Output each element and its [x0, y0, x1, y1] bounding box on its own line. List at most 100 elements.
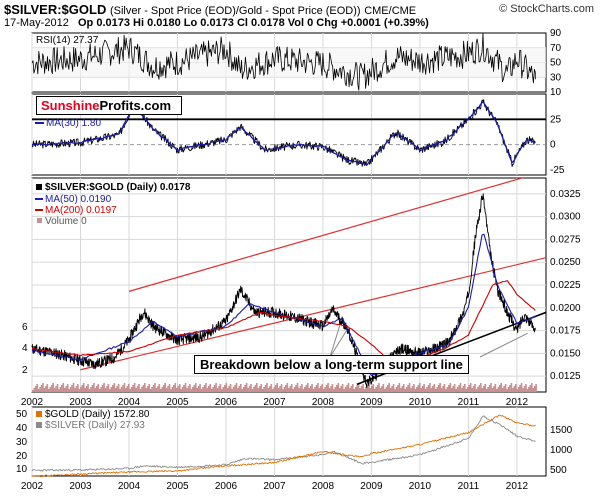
volume-bar: [344, 387, 347, 392]
volume-bar: [416, 387, 418, 392]
volume-bar: [247, 388, 249, 392]
volume-bar: [372, 384, 375, 392]
volume-bar: [212, 387, 214, 392]
volume-bar: [135, 388, 137, 392]
volume-bar: [36, 384, 38, 392]
volume-bar: [373, 389, 376, 392]
volume-bar: [116, 386, 118, 392]
volume-bar: [449, 383, 452, 392]
chart-subtitle: (Silver - Spot Price (EOD)/Gold - Spot P…: [109, 5, 361, 17]
volume-bar: [516, 389, 519, 392]
price-tick-label: 0.0175: [550, 326, 581, 337]
volume-bar: [392, 384, 395, 392]
volume-bar: [283, 387, 286, 392]
volume-bar: [510, 383, 513, 392]
volume-bar: [312, 389, 315, 392]
volume-bar: [221, 389, 223, 392]
volume-bar: [321, 384, 324, 392]
volume-bar: [385, 387, 388, 392]
rsi-tick-label: 10: [550, 87, 562, 98]
volume-bar: [359, 388, 361, 392]
volume-bar: [107, 384, 110, 392]
volume-bar: [155, 388, 158, 392]
volume-bar: [88, 389, 91, 392]
volume-bar: [452, 386, 455, 392]
volume-bar: [417, 385, 420, 392]
silver-tick-label: 10: [16, 464, 28, 475]
volume-bar: [192, 387, 194, 392]
volume-bar: [71, 385, 73, 392]
x-tick-label: 2003: [69, 481, 92, 492]
volume-bar: [184, 383, 187, 392]
volume-bar: [494, 384, 497, 392]
volume-bar: [187, 386, 190, 392]
volume-bar: [464, 384, 466, 392]
volume-bar: [224, 385, 226, 392]
volume-bar: [199, 384, 201, 392]
volume-bar: [171, 387, 174, 392]
volume-bar: [337, 383, 340, 392]
volume-bar: [53, 388, 56, 392]
x-tick-label: 2002: [21, 397, 44, 408]
volume-bar: [397, 385, 399, 392]
volume-bar: [74, 388, 76, 392]
volume-bar: [160, 389, 162, 392]
volume-bar: [180, 389, 182, 392]
volume-bar: [379, 388, 382, 392]
volume-bar: [158, 384, 161, 392]
volume-bar: [469, 383, 472, 392]
volume-bar: [272, 389, 274, 392]
volume-bar: [315, 385, 318, 392]
volume-bar: [398, 383, 401, 392]
volume-bar: [459, 383, 462, 392]
volume-bar: [328, 388, 331, 392]
volume-bar: [519, 385, 521, 392]
volume-bar: [256, 383, 258, 392]
volume-bar: [298, 388, 300, 392]
volume-bar: [430, 388, 433, 392]
volume-bar: [181, 387, 184, 392]
rsi-line: [31, 32, 536, 91]
volume-bar: [183, 385, 185, 392]
silver-line: [31, 415, 536, 472]
volume-bar: [471, 388, 473, 392]
volume-bar: [96, 386, 98, 392]
volume-bar: [535, 384, 537, 392]
x-tick-label: 2011: [458, 481, 480, 492]
volume-bar: [525, 384, 527, 392]
trendline-channel-upper: [128, 178, 525, 292]
volume-bar: [141, 387, 143, 392]
volume-bar: [376, 385, 379, 392]
x-tick-label: 2005: [166, 481, 189, 492]
ma200-legend: MA(200) 0.0197: [45, 205, 117, 216]
volume-bar: [43, 388, 46, 392]
volume-bar: [445, 389, 447, 392]
volume-bar: [375, 387, 377, 392]
volume-bar: [52, 383, 54, 392]
volume-bar: [314, 387, 316, 392]
volume-bar: [62, 383, 65, 392]
volume-bar: [114, 388, 117, 392]
x-tick-label: 2004: [118, 397, 141, 408]
volume-bar: [190, 389, 193, 392]
volume-bar: [32, 390, 34, 392]
volume-bar: [254, 385, 257, 392]
volume-bar: [336, 385, 338, 392]
volume-bar: [498, 385, 501, 392]
volume-bar: [101, 385, 104, 392]
volume-bar: [61, 385, 63, 392]
date: 17-May-2012: [4, 17, 69, 29]
oscillator-tick-label: -25: [550, 165, 565, 176]
x-tick-label: 2008: [312, 397, 335, 408]
volume-bar: [503, 386, 505, 392]
gold-legend: $GOLD (Daily) 1572.80: [45, 409, 150, 420]
volume-bar: [330, 386, 332, 392]
volume-bar: [414, 389, 417, 392]
volume-bar: [120, 387, 123, 392]
volume-bar: [91, 385, 94, 392]
x-tick-label: 2008: [312, 481, 335, 492]
volume-bar: [509, 385, 511, 392]
volume-bar: [142, 385, 145, 392]
x-tick-label: 2010: [409, 481, 432, 492]
